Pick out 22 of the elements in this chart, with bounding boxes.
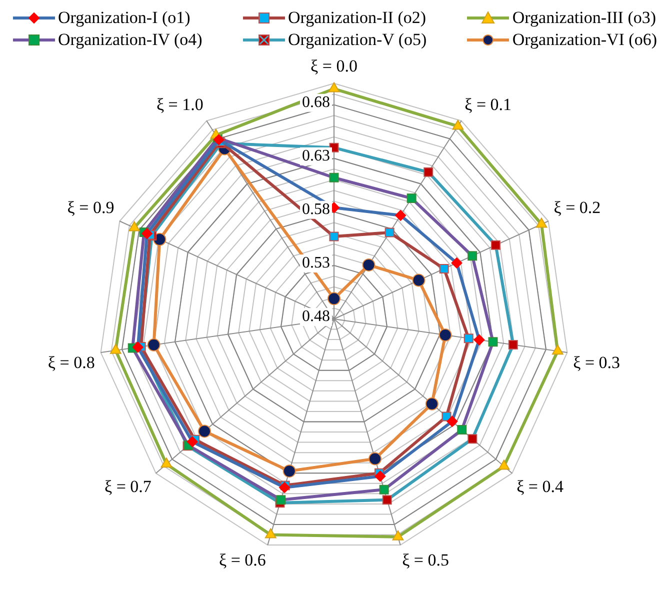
y-tick-label: 0.58	[302, 201, 330, 218]
spoke-label: ξ = 0.4	[516, 476, 564, 496]
spoke-label: ξ = 0.0	[310, 56, 358, 76]
spoke-label: ξ = 1.0	[156, 95, 204, 114]
y-tick-label: 0.48	[302, 308, 330, 326]
spoke-label: ξ = 0.8	[48, 353, 95, 372]
spoke-label: ξ = 0.6	[219, 550, 266, 570]
spoke-label: ξ = 0.7	[104, 476, 152, 496]
legend-label: Organization-II (o2)	[288, 8, 426, 28]
spoke-label: ξ = 0.1	[464, 95, 512, 114]
y-tick-label: 0.68	[302, 94, 330, 112]
legend-label: Organization-VI (o6)	[512, 30, 657, 50]
spoke-label: ξ = 0.3	[573, 353, 620, 372]
legend-label: Organization-V (o5)	[288, 30, 427, 50]
y-tick-label: 0.53	[302, 254, 330, 272]
legend-label: Organization-I (o1)	[58, 8, 190, 28]
spoke-label: ξ = 0.9	[67, 198, 114, 217]
y-tick-label: 0.63	[302, 148, 330, 165]
legend-label: Organization-IV (o4)	[58, 30, 202, 50]
spoke-label: ξ = 0.5	[402, 550, 449, 570]
spoke-label: ξ = 0.2	[554, 198, 601, 217]
legend-label: Organization-III (o3)	[512, 8, 656, 28]
